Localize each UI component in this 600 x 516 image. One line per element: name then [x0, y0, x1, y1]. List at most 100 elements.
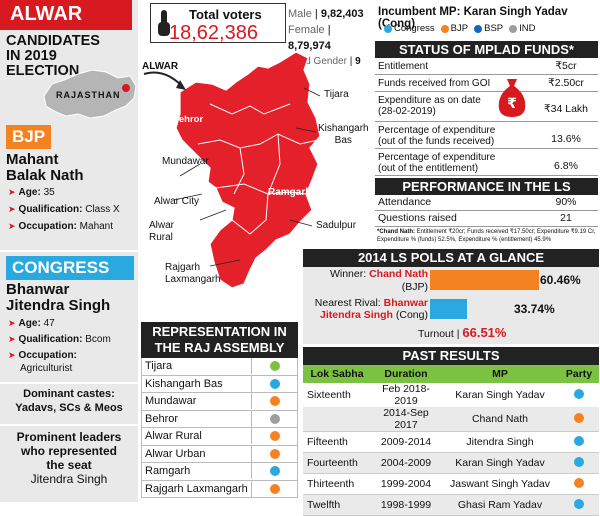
- performance-label: Attendance: [378, 196, 432, 208]
- cell-mp: Karan Singh Yadav: [455, 457, 545, 469]
- cell-duration: 1999-2004: [380, 478, 432, 490]
- map-label-alwar-rural: Alwar Rural: [149, 220, 175, 243]
- assembly-row: Alwar Urban: [141, 445, 298, 463]
- party-dot-icon: [574, 435, 584, 446]
- col-lok-sabha: Lok Sabha: [310, 368, 364, 380]
- performance-heading: PERFORMANCE IN THE LS: [375, 178, 598, 195]
- past-results-heading: PAST RESULTS: [303, 347, 599, 365]
- congress-name-line1: Bhanwar: [6, 281, 70, 298]
- party-cell: [251, 393, 297, 409]
- party-cell: [251, 358, 297, 374]
- assembly-list: Tijara Kishangarh Bas Mundawar Behror Alwar …: [141, 358, 298, 498]
- leaders-label-line2: who represented: [20, 444, 118, 458]
- table-row: Thirteenth 1999-2004 Jaswant Singh Yadav: [303, 473, 599, 495]
- map-label-sadulpur: Sadulpur: [316, 220, 357, 231]
- cell-party: [559, 474, 599, 495]
- candidates-heading: CANDIDATES IN 2019 ELECTION: [6, 34, 136, 79]
- legend-item: BJP: [440, 23, 469, 34]
- cell-mp: Jaswant Singh Yadav: [449, 478, 550, 490]
- legend-label: Congress: [394, 23, 435, 34]
- table-row: Sixteenth Feb 2018-2019 Karan Singh Yadav: [303, 383, 599, 407]
- performance-value: 21: [560, 212, 572, 224]
- alwar-district-shape: [175, 51, 321, 289]
- mplad-label: Percentage of expenditure (out of the en…: [378, 152, 496, 174]
- table-row: 2014-Sep 2017 Chand Nath: [303, 407, 599, 432]
- cell-lok-sabha: Fourteenth: [307, 457, 358, 469]
- party-cell: [251, 445, 297, 462]
- bjp-name-line1: Mahant: [6, 151, 59, 168]
- mplad-label: Funds received from GOI: [378, 78, 491, 89]
- party-dot-icon: [574, 456, 584, 467]
- svg-text:₹: ₹: [507, 96, 517, 112]
- arrow-icon: ➤: [8, 334, 16, 344]
- assembly-seat-name: Tijara: [145, 360, 173, 372]
- cell-lok-sabha: Fifteenth: [307, 436, 348, 448]
- cell-duration: Feb 2018-2019: [382, 383, 430, 407]
- cell-party: [559, 453, 599, 474]
- mplad-value: ₹5cr: [555, 60, 577, 72]
- assembly-row: Alwar Rural: [141, 428, 298, 446]
- arrow-icon: ➤: [8, 221, 16, 231]
- legend-label: BJP: [450, 23, 469, 34]
- mplad-label: Entitlement: [378, 61, 429, 72]
- castes-label: Dominant castes:: [23, 388, 115, 400]
- cell-duration: 2014-Sep 2017: [383, 407, 429, 431]
- party-cell: [251, 463, 297, 479]
- party-cell: [251, 428, 297, 444]
- state-label: RAJASTHAN: [56, 90, 121, 100]
- cell-mp: Chand Nath: [471, 413, 529, 425]
- castes-value: Yadavs, SCs & Meos: [15, 402, 123, 414]
- mplad-label: Percentage of expenditure (out of the fu…: [378, 125, 496, 147]
- divider: [0, 250, 138, 252]
- money-bag-icon: ₹: [498, 79, 526, 117]
- past-results-header-row: Lok Sabha Duration MP Party: [303, 365, 599, 383]
- cell-duration: 2004-2009: [380, 457, 432, 469]
- third-gender-voters: Third Gender | 9: [288, 56, 361, 67]
- mplad-row: Expenditure as on date (28-02-2019) ₹34 L…: [375, 92, 598, 122]
- map-label-ramgarh: Ramgarh: [268, 187, 312, 198]
- party-dot-icon: [574, 477, 584, 488]
- party-dot-icon: [270, 413, 280, 424]
- party-dot-icon: [270, 483, 280, 494]
- arrow-icon: ➤: [8, 350, 16, 360]
- dominant-castes: Dominant castes: Yadavs, SCs & Meos: [0, 387, 138, 415]
- party-cell: [251, 375, 297, 392]
- mplad-value: 13.6%: [551, 133, 581, 145]
- mplad-value: 6.8%: [554, 160, 578, 172]
- table-row: Twelfth 1998-1999 Ghasi Ram Yadav: [303, 494, 599, 516]
- legend-item: IND: [509, 23, 536, 34]
- performance-table: Attendance 90% Questions raised 21: [375, 195, 598, 227]
- bjp-candidate-name: Mahant Balak Nath: [6, 152, 84, 184]
- legend-item: BSP: [474, 23, 503, 34]
- performance-value: 90%: [555, 196, 577, 208]
- rival-vote-share: 33.74%: [514, 302, 555, 316]
- assembly-seat-name: Behror: [145, 412, 179, 425]
- party-dot-icon: [270, 448, 280, 459]
- col-duration: Duration: [384, 368, 428, 380]
- map-label-behror: Behror: [172, 114, 204, 125]
- divider: [0, 382, 138, 384]
- prominent-leaders: Prominent leaders who represented the se…: [0, 430, 138, 486]
- party-dot-icon: [270, 396, 280, 406]
- mplad-row: Entitlement ₹5cr: [375, 58, 598, 75]
- performance-label: Questions raised: [378, 212, 457, 224]
- cell-mp: Ghasi Ram Yadav: [457, 499, 543, 511]
- party-dot-icon: [574, 388, 584, 399]
- table-row: Fifteenth 2009-2014 Jitendra Singh: [303, 431, 599, 453]
- arrow-icon: ➤: [8, 204, 16, 214]
- cell-party: [559, 432, 599, 453]
- cell-party: [559, 407, 599, 432]
- leaders-label-line3: the seat: [46, 458, 92, 472]
- bjp-age: ➤ Age: 35: [8, 187, 55, 198]
- assembly-row: Kishangarh Bas: [141, 375, 298, 393]
- legend-dot-icon: [474, 24, 483, 33]
- congress-occupation-value: Agriculturist: [20, 363, 73, 374]
- winner-vote-share: 60.46%: [540, 273, 581, 287]
- alwar-pointer-arrow: [143, 71, 183, 87]
- female-voters: Female | 8,79,974: [288, 24, 331, 52]
- party-dot-icon: [270, 378, 280, 389]
- ink-finger-icon: [158, 10, 170, 36]
- legend-dot-icon: [509, 24, 518, 33]
- congress-occupation: ➤ Occupation:: [8, 350, 77, 361]
- party-dot-icon: [574, 412, 584, 423]
